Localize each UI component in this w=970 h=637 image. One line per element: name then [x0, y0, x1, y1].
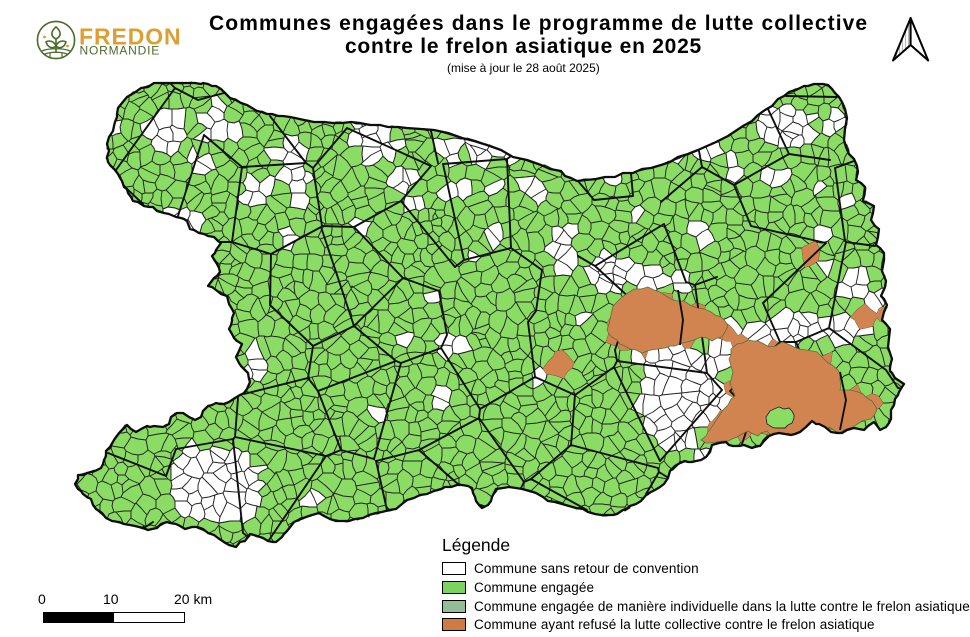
svg-text:NORMANDIE: NORMANDIE: [80, 43, 161, 57]
svg-text:FREDON: FREDON: [79, 23, 182, 49]
